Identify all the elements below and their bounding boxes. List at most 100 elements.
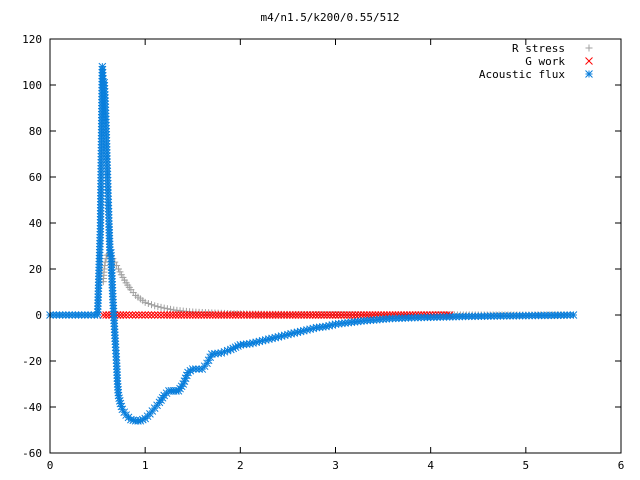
g-work-point (203, 311, 211, 319)
g-work-point (228, 311, 237, 319)
g-work-point (144, 311, 153, 319)
acoustic-flux-point (265, 335, 273, 344)
g-work-point (245, 311, 254, 319)
g-work-point (174, 311, 183, 319)
legend-marker (585, 44, 593, 52)
plot-area (46, 62, 578, 425)
g-work-point (131, 311, 140, 319)
acoustic-flux-point (287, 329, 295, 338)
r-stress-point (148, 301, 156, 309)
acoustic-flux-point (569, 311, 578, 319)
g-work-point (211, 311, 220, 319)
g-work-point (277, 311, 286, 319)
g-work-point (119, 311, 128, 319)
r-stress-point (154, 303, 162, 311)
x-tick-label: 1 (142, 459, 149, 472)
g-work-point (163, 311, 171, 319)
g-work-point (280, 311, 288, 319)
g-work-point (308, 311, 317, 319)
g-work-point (303, 311, 311, 319)
g-work-point (265, 311, 274, 319)
g-work-point (311, 311, 320, 319)
g-work-point (168, 311, 177, 319)
g-work-point (334, 311, 343, 319)
y-tick-label: 40 (29, 217, 42, 230)
g-work-point (166, 311, 174, 319)
y-tick-label: 0 (35, 309, 42, 322)
g-work-point (283, 311, 291, 319)
y-tick-label: 20 (29, 263, 42, 276)
g-work-point (260, 311, 268, 319)
x-tick-label: 4 (427, 459, 434, 472)
r-stress-point (151, 302, 159, 310)
g-work-point (134, 311, 143, 319)
g-work-point (234, 311, 243, 319)
g-work-point (171, 311, 180, 319)
g-work-point (317, 311, 326, 319)
g-work-point (191, 311, 200, 319)
g-work-point (331, 311, 340, 319)
r-stress-point (101, 258, 109, 266)
y-tick-label: 100 (22, 79, 42, 92)
r-stress-point (163, 305, 171, 313)
x-tick-label: 6 (618, 459, 625, 472)
r-stress-point (157, 303, 165, 311)
g-work-point (141, 311, 150, 319)
x-tick-label: 5 (523, 459, 530, 472)
g-work-point (271, 311, 280, 319)
y-tick-label: 80 (29, 125, 42, 138)
acoustic-flux-point (309, 324, 318, 333)
g-work-point (360, 311, 368, 319)
g-work-point (217, 311, 226, 319)
g-work-point (154, 311, 162, 319)
g-work-point (194, 311, 203, 319)
g-work-point (208, 311, 217, 319)
g-work-point (251, 311, 260, 319)
g-work-point (243, 311, 251, 319)
g-work-point (294, 311, 303, 319)
legend-marker (585, 70, 593, 78)
g-work-point (254, 311, 263, 319)
g-work-point (197, 311, 206, 319)
r-stress-point (160, 304, 168, 312)
g-work-point (291, 311, 300, 319)
g-work-point (223, 311, 231, 319)
g-work-point (128, 311, 137, 319)
g-work-point (138, 311, 146, 319)
g-work-point (102, 311, 111, 319)
g-work-point (116, 311, 125, 319)
g-work-point (125, 311, 134, 319)
legend-marker (585, 57, 593, 65)
g-work-point (237, 311, 246, 319)
g-work-point (206, 311, 214, 319)
g-work-point (160, 311, 169, 319)
g-work-point (157, 311, 165, 319)
plot-frame (49, 38, 622, 454)
g-work-point (177, 311, 186, 319)
g-work-point (348, 311, 357, 319)
g-work-point (150, 311, 159, 319)
g-work-point (337, 311, 346, 319)
g-work-point (240, 311, 248, 319)
g-work-point (263, 311, 271, 319)
acoustic-flux-point (328, 321, 337, 329)
x-tick-label: 2 (237, 459, 244, 472)
x-tick-label: 0 (47, 459, 54, 472)
g-work-point (214, 311, 223, 319)
g-work-point (274, 311, 283, 319)
acoustic-flux-points (46, 62, 578, 425)
g-work-point (257, 311, 266, 319)
r-stress-points (99, 250, 577, 319)
g-work-point (297, 311, 306, 319)
g-work-point (188, 311, 197, 319)
g-work-point (180, 311, 189, 319)
g-work-point (300, 311, 308, 319)
g-work-point (351, 311, 360, 319)
y-tick-label: -60 (22, 447, 42, 460)
legend-label: Acoustic flux (479, 68, 565, 81)
r-stress-point (115, 265, 123, 273)
g-work-point (122, 311, 130, 319)
g-work-point (340, 311, 348, 319)
